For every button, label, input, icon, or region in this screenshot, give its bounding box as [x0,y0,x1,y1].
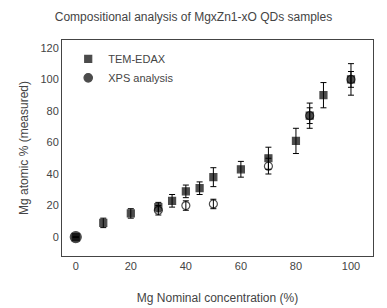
svg-text:80: 80 [47,105,59,117]
svg-text:100: 100 [40,73,58,85]
svg-text:40: 40 [47,168,59,180]
svg-text:0: 0 [73,260,79,272]
svg-text:60: 60 [47,136,59,148]
svg-text:40: 40 [180,260,192,272]
svg-text:0: 0 [53,231,59,243]
svg-text:Mg Nominal concentration (%): Mg Nominal concentration (%) [137,291,298,305]
svg-text:TEM-EDAX: TEM-EDAX [108,53,166,65]
svg-text:Compositional analysis of MgxZ: Compositional analysis of MgxZn1-xO QDs … [55,10,332,24]
svg-text:XPS analysis: XPS analysis [108,72,173,84]
svg-text:60: 60 [235,260,247,272]
svg-text:80: 80 [290,260,302,272]
svg-text:120: 120 [40,42,58,54]
svg-text:Mg atomic % (measured): Mg atomic % (measured) [17,81,31,215]
svg-text:100: 100 [342,260,360,272]
svg-text:20: 20 [125,260,137,272]
svg-text:20: 20 [47,199,59,211]
